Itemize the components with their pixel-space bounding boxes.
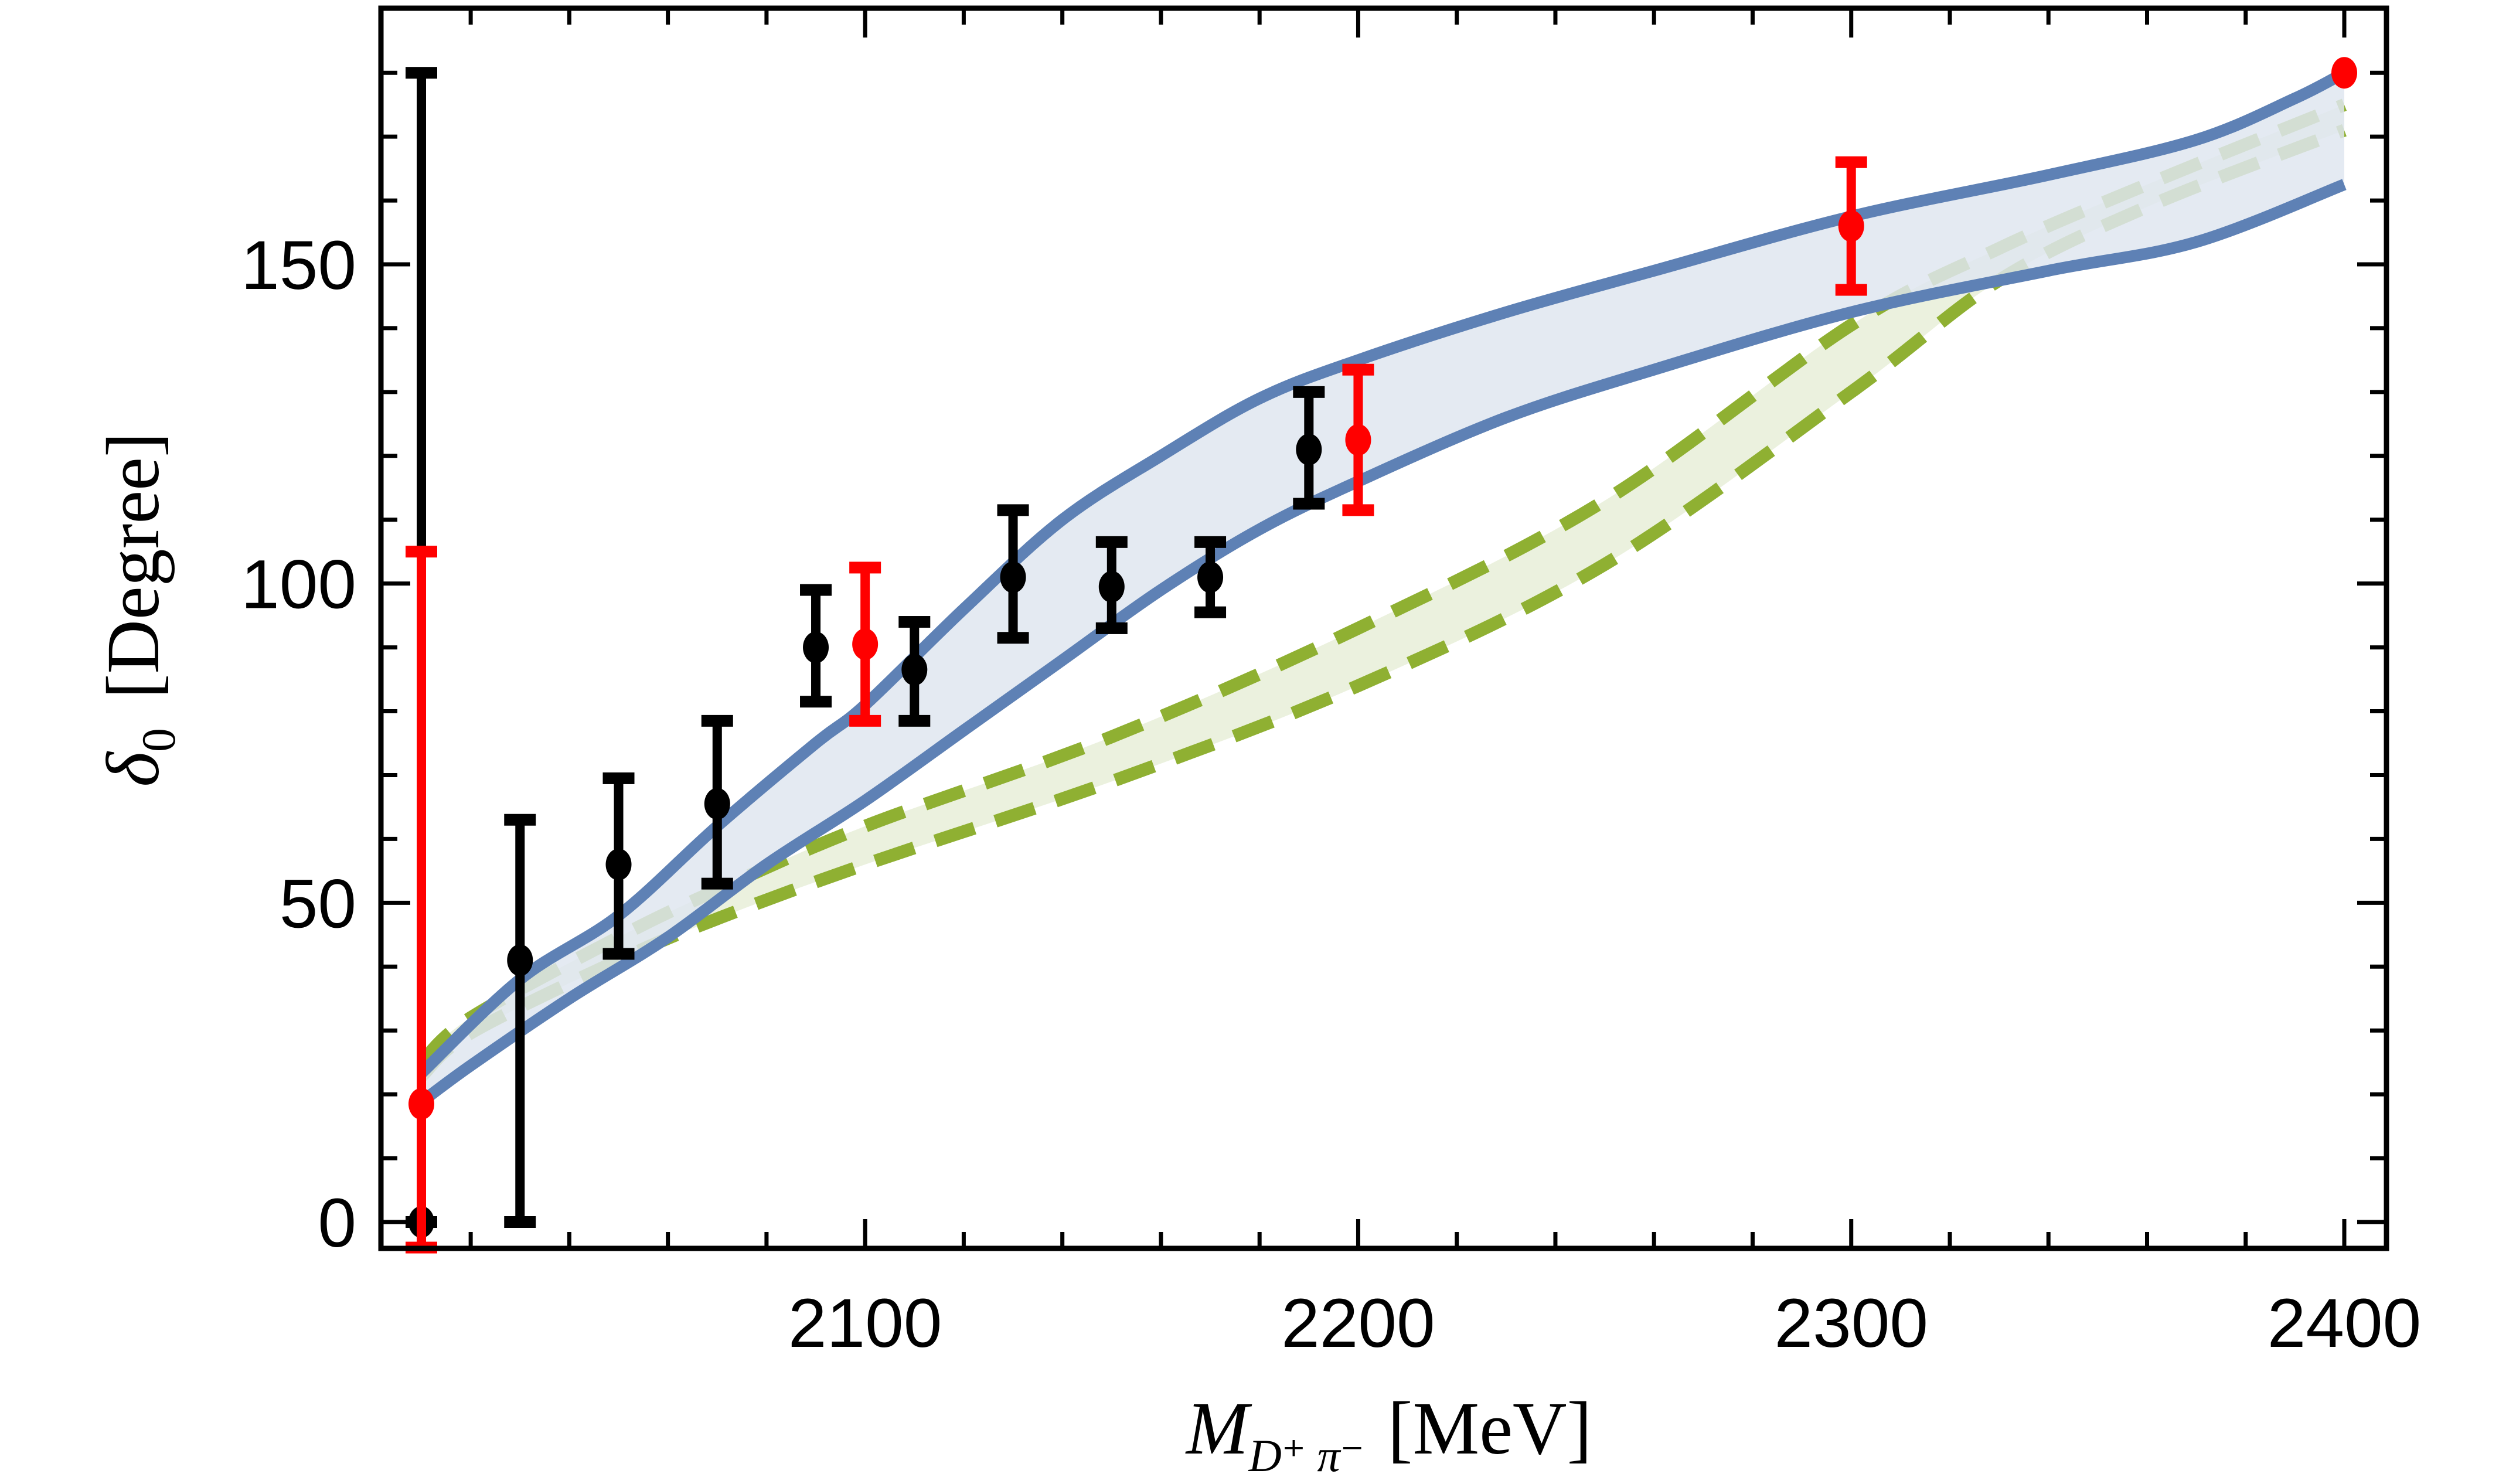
x-axis-title-main: M [1185, 1387, 1252, 1470]
error-cap-top [1342, 363, 1374, 376]
data-marker [605, 848, 632, 880]
data-marker [901, 653, 928, 686]
y-tick-label: 0 [318, 1185, 356, 1262]
error-cap-bottom [602, 948, 635, 960]
y-tick-labels: 0 50 100 150 [241, 227, 356, 1262]
error-cap-top [406, 67, 437, 79]
x-tick-label: 2300 [1774, 1285, 1928, 1362]
error-cap-bottom [1095, 622, 1128, 634]
ticks-layer [381, 8, 2386, 1248]
error-cap-top [898, 616, 931, 628]
y-tick-label: 100 [241, 546, 356, 624]
x-tick-labels: 2100 2200 2300 2400 [788, 1285, 2421, 1362]
error-cap-top [1095, 536, 1128, 548]
y-tick-label: 50 [280, 865, 356, 942]
black-data-point [997, 504, 1029, 644]
data-marker [2331, 57, 2357, 89]
red-data-point [1342, 363, 1374, 516]
x-tick-label: 2400 [2268, 1285, 2422, 1362]
plot-border [378, 5, 2389, 1251]
data-marker [408, 1088, 434, 1120]
error-cap-top [849, 561, 881, 574]
black-data-point [898, 616, 931, 727]
error-cap-top [701, 714, 733, 727]
plot-frame [378, 5, 2389, 1251]
y-axis-title: δ0 [Degree] [91, 432, 185, 787]
black-data-point [602, 772, 635, 960]
points-layer [406, 57, 2357, 1254]
error-cap-bottom [800, 696, 832, 708]
black-data-point [1293, 386, 1325, 510]
blue-band-fill [421, 73, 2344, 1102]
x-axis-title-unit: [MeV] [1388, 1387, 1592, 1470]
data-marker [507, 944, 533, 976]
error-cap-top [1194, 536, 1227, 548]
x-tick-label: 2200 [1281, 1285, 1435, 1362]
x-tick-label: 2100 [788, 1285, 942, 1362]
error-cap-bottom [1293, 498, 1325, 510]
error-cap-bottom [898, 714, 931, 727]
red-data-point [849, 561, 881, 727]
error-cap-bottom [997, 632, 1029, 644]
error-cap-bottom [701, 877, 733, 890]
data-marker [852, 628, 879, 661]
bands-layer [417, 67, 2347, 1107]
black-data-point [701, 714, 733, 890]
data-marker [1197, 561, 1224, 593]
x-axis-title-sub: D⁺ π⁻ [1248, 1430, 1364, 1481]
black-data-point [1194, 536, 1227, 618]
data-marker [803, 631, 829, 663]
error-cap-top [406, 546, 437, 558]
black-data-point [1095, 536, 1128, 634]
x-axis-title: MD⁺ π⁻ [MeV] [1185, 1387, 1592, 1481]
y-axis-title-main: δ [91, 751, 175, 787]
black-data-point [800, 584, 832, 708]
error-cap-bottom [1342, 504, 1374, 516]
error-cap-bottom [1835, 284, 1867, 296]
error-cap-top [602, 772, 635, 784]
error-cap-bottom [849, 714, 881, 727]
y-axis-title-sub: 0 [132, 728, 185, 752]
data-marker [1838, 210, 1864, 242]
blue-band-lower-line [418, 179, 2347, 1107]
error-cap-top [504, 814, 536, 826]
data-marker [704, 788, 730, 820]
green-band-fill [421, 104, 2344, 1077]
black-data-point [504, 814, 536, 1228]
error-cap-top [997, 504, 1029, 516]
error-cap-top [1293, 386, 1325, 398]
error-cap-top [1835, 156, 1867, 168]
y-tick-label: 150 [241, 227, 356, 304]
red-data-point [1835, 156, 1867, 296]
data-marker [1000, 561, 1026, 593]
error-cap-bottom [1194, 606, 1227, 618]
red-data-point [406, 546, 437, 1254]
blue-band-upper-line [417, 67, 2347, 1078]
error-cap-bottom [504, 1216, 536, 1228]
data-marker [1345, 424, 1371, 456]
data-marker [1296, 433, 1322, 465]
data-marker [1098, 571, 1125, 603]
error-cap-top [800, 584, 832, 596]
y-axis-title-unit: [Degree] [91, 432, 175, 699]
red-data-point [2331, 57, 2357, 89]
